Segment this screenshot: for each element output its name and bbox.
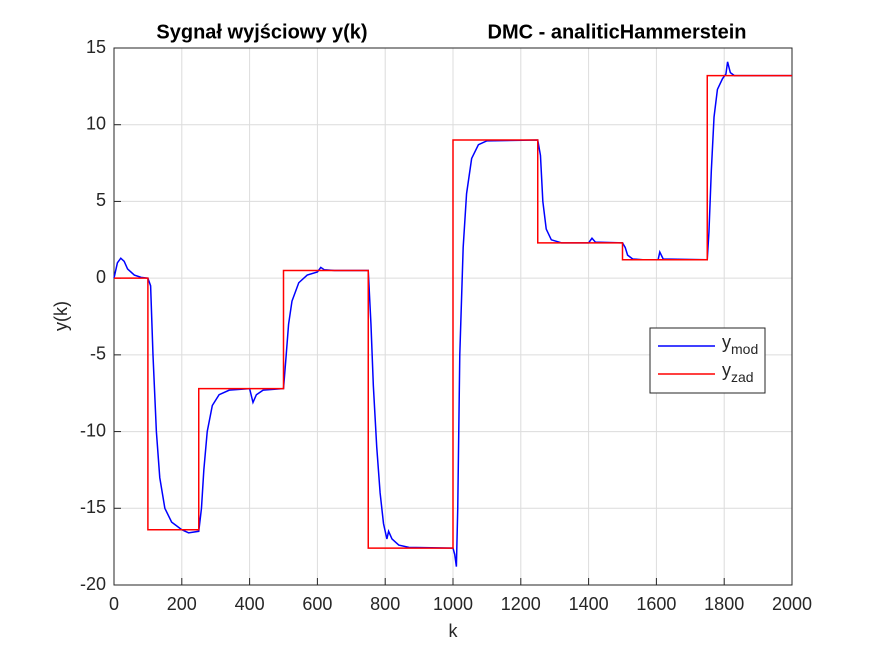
x-tick-label: 1800 — [704, 594, 744, 614]
y-axis-label: y(k) — [51, 301, 71, 331]
x-tick-label: 1400 — [569, 594, 609, 614]
y-tick-label: -5 — [90, 344, 106, 364]
x-tick-label: 1600 — [636, 594, 676, 614]
legend-label-sub: mod — [731, 341, 758, 357]
axes-box — [113, 47, 793, 586]
x-tick-label: 0 — [109, 594, 119, 614]
data-line — [114, 74, 792, 549]
x-tick-label: 1000 — [433, 594, 473, 614]
chart-title: Sygnał wyjściowy y(k) — [156, 21, 367, 43]
x-tick-label: 1200 — [501, 594, 541, 614]
legend-label-base: y — [722, 332, 731, 352]
chart-title: DMC - analiticHammerstein — [488, 21, 747, 43]
y-tick-label: -20 — [80, 574, 106, 594]
y-tick-label: 15 — [86, 37, 106, 57]
x-tick-label: 400 — [235, 594, 265, 614]
y-tick-label: -15 — [80, 497, 106, 517]
y-tick-label: 5 — [96, 190, 106, 210]
legend-label-sub: zad — [731, 369, 754, 385]
y-tick-label: 0 — [96, 267, 106, 287]
x-tick-label: 600 — [302, 594, 332, 614]
legend-label: yzad — [722, 360, 754, 385]
legend-box — [649, 327, 766, 394]
x-tick-label: 2000 — [772, 594, 812, 614]
legend-label: ymod — [722, 332, 758, 357]
x-axis-label: k — [449, 621, 459, 641]
y-tick-label: 10 — [86, 113, 106, 133]
x-tick-label: 800 — [370, 594, 400, 614]
legend-label-base: y — [722, 360, 731, 380]
x-tick-label: 200 — [167, 594, 197, 614]
y-tick-label: -10 — [80, 420, 106, 440]
